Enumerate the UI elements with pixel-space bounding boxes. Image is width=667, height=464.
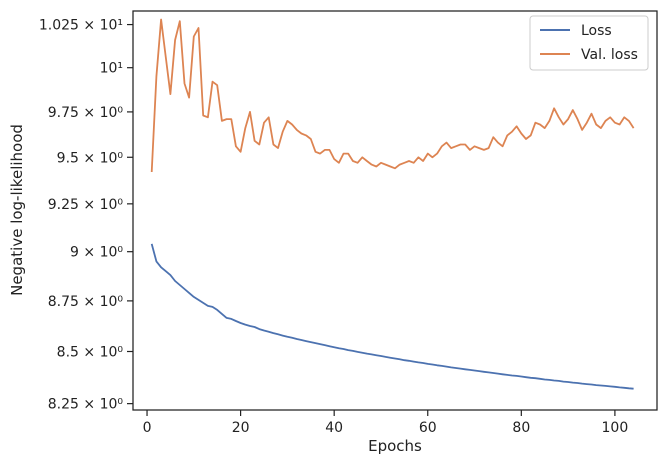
x-tick-label: 0 <box>143 420 152 436</box>
plot-area <box>150 18 635 390</box>
x-axis-ticks: 0 20 40 60 80 100 <box>143 410 629 436</box>
plot-frame <box>132 10 658 411</box>
y-tick-label: 9.75 × 10⁰ <box>48 105 124 121</box>
y-tick-label: 8.75 × 10⁰ <box>48 294 124 310</box>
x-axis-label: Epochs <box>368 437 422 455</box>
x-tick-label: 60 <box>419 420 437 436</box>
y-tick-label: 1.025 × 10¹ <box>39 18 123 34</box>
x-tick-label: 40 <box>325 420 343 436</box>
y-tick-label: 8.5 × 10⁰ <box>57 345 124 361</box>
legend-label-loss: Loss <box>581 23 612 39</box>
y-axis-ticks: 8.25 × 10⁰ 8.5 × 10⁰ 8.75 × 10⁰ 9 × 10⁰ 9.25… <box>39 18 133 413</box>
legend-label-val-loss: Val. loss <box>581 47 638 63</box>
y-tick-label: 9 × 10⁰ <box>70 245 123 261</box>
y-tick-label: 10¹ <box>100 61 123 77</box>
y-tick-label: 8.25 × 10⁰ <box>48 397 124 413</box>
x-tick-label: 80 <box>512 420 530 436</box>
series-line-val-loss <box>150 18 635 173</box>
series-line-loss <box>150 243 634 390</box>
x-tick-label: 20 <box>232 420 250 436</box>
y-axis-label: Negative log-likelihood <box>8 124 26 296</box>
x-tick-label: 100 <box>602 420 629 436</box>
legend: Loss Val. loss <box>529 15 649 71</box>
y-tick-label: 9.5 × 10⁰ <box>57 150 124 166</box>
y-tick-label: 9.25 × 10⁰ <box>48 197 124 213</box>
